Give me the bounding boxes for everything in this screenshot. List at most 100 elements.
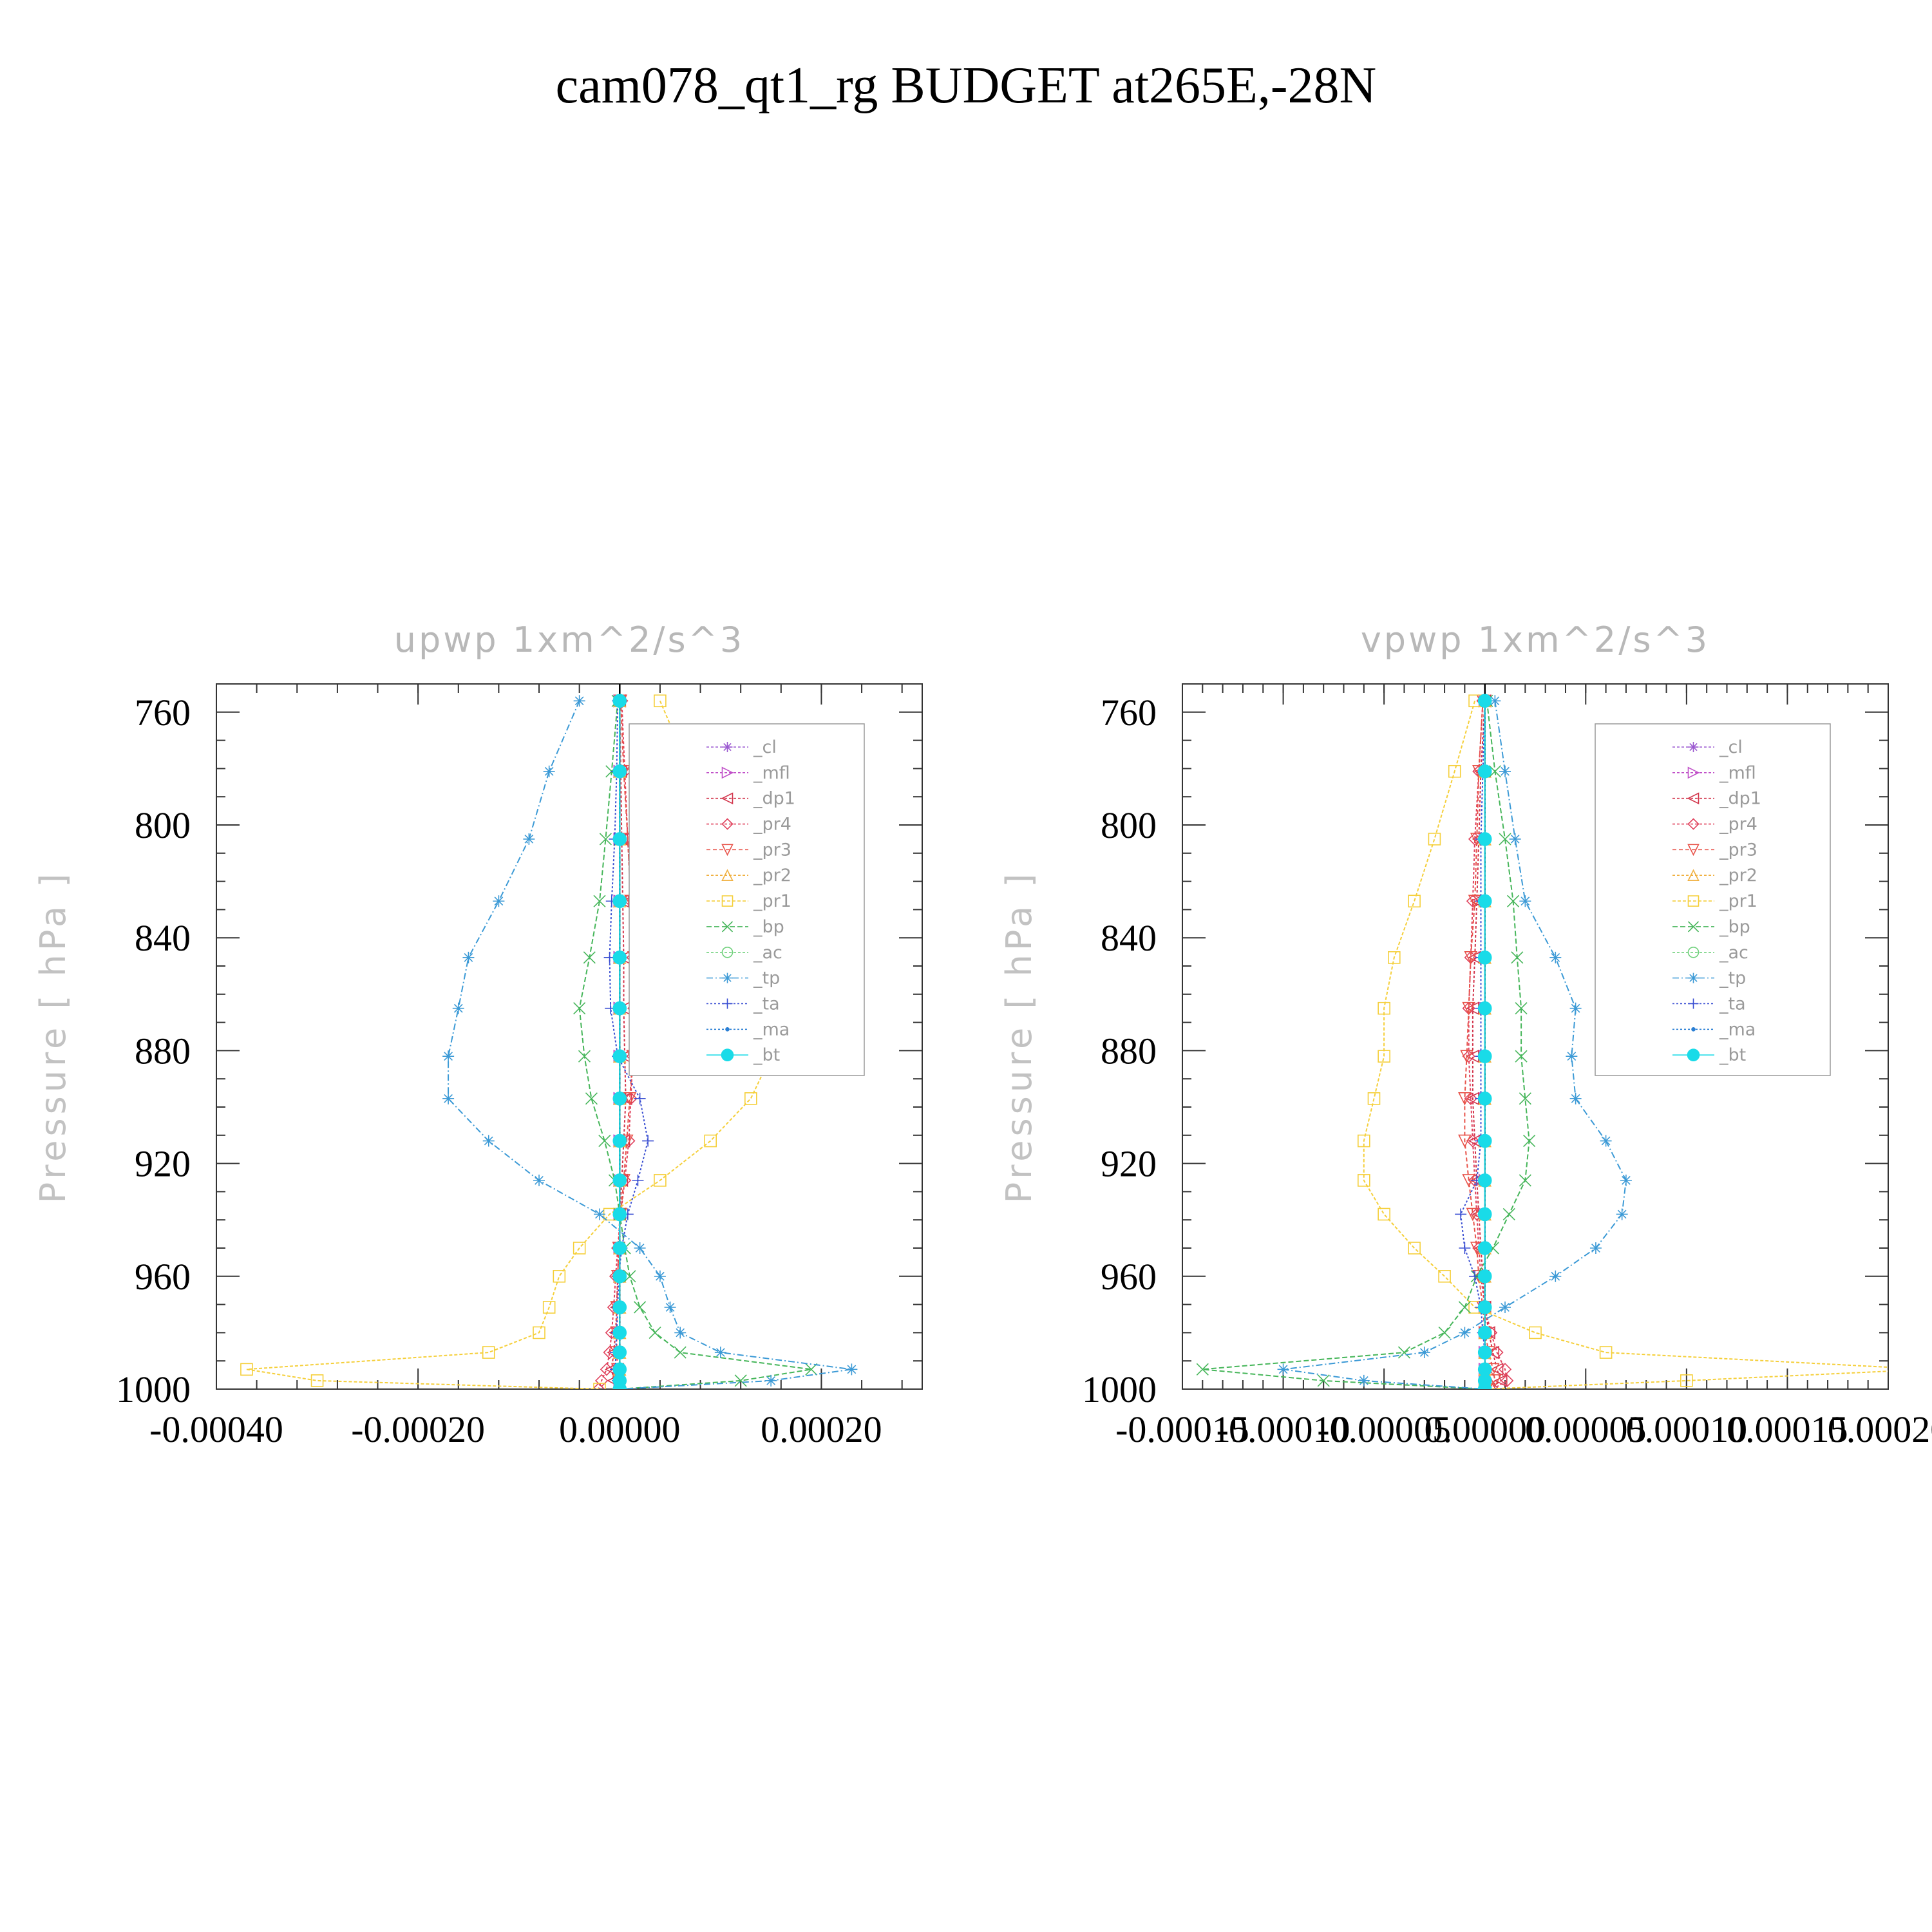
legend-label_pr4: _pr4 <box>753 815 791 835</box>
y-tick-label: 800 <box>1101 804 1157 846</box>
data-point_pr1 <box>240 1363 253 1376</box>
data-point_bp <box>1488 765 1501 778</box>
y-tick-label: 1000 <box>116 1368 191 1410</box>
x-tick-label: -0.00040 <box>149 1408 283 1450</box>
data-point_pr3 <box>1466 1208 1480 1222</box>
data-point_pr1 <box>1438 1270 1451 1283</box>
data-point_bt <box>1477 951 1492 965</box>
data-point_tp <box>1277 1363 1289 1376</box>
data-point_pr1 <box>1680 1374 1693 1387</box>
data-point_pr1 <box>1367 1092 1381 1105</box>
data-point_bp <box>1502 1208 1515 1221</box>
data-point_tp <box>1459 1327 1471 1339</box>
legend-marker_mfl <box>721 766 734 779</box>
x-tick-label: 0.00020 <box>761 1408 882 1450</box>
data-point_pr1 <box>1599 1346 1613 1359</box>
legend-label_ta: _ta <box>1719 994 1746 1014</box>
legend-label_ac: _ac <box>753 943 782 963</box>
legend-marker_ac <box>1687 946 1700 958</box>
data-point_bp <box>734 1374 747 1387</box>
data-point_tp <box>462 951 475 963</box>
data-point_pr4 <box>592 1382 605 1389</box>
legend-marker_ac <box>721 946 734 958</box>
data-point_pr1 <box>573 1242 586 1255</box>
data-point_pr1 <box>1408 1242 1421 1255</box>
legend-marker_pr2 <box>1687 869 1700 882</box>
data-point_pr1 <box>1408 895 1421 908</box>
data-point_pr1 <box>482 1346 495 1359</box>
legend-marker_bp <box>721 921 734 933</box>
data-point_bp <box>1438 1326 1451 1339</box>
data-point_bt <box>1477 1001 1492 1016</box>
legend-label_bp: _bp <box>753 917 784 937</box>
data-point_bp <box>583 951 596 964</box>
data-point_bp <box>1511 951 1524 964</box>
data-point_bt <box>1477 694 1492 708</box>
data-point_tp <box>1566 1050 1578 1063</box>
x-tick-label: 0.00020 <box>1828 1408 1932 1450</box>
data-point_bp <box>1196 1363 1209 1376</box>
legend-marker_mfl <box>1687 766 1700 779</box>
legend-label_dp1: _dp1 <box>1719 789 1761 809</box>
data-point_bp <box>623 1270 636 1283</box>
data-point_tp <box>442 1092 455 1104</box>
legend-marker_bt <box>1687 1048 1700 1061</box>
data-point_bt <box>612 1049 627 1063</box>
y-axis-label: Pressure [ hPa ] <box>999 870 1039 1204</box>
data-point_pr3 <box>623 1092 637 1106</box>
data-point_pr3 <box>1458 1092 1472 1106</box>
data-point_pr4 <box>1498 1363 1512 1376</box>
data-point_pr4 <box>1466 895 1480 908</box>
data-point_bt <box>1477 1049 1492 1063</box>
chart-panel-2: vpwp 1xm^2/s^3 Pressure [ hPa ] 760 800 840 8… <box>999 620 1932 1450</box>
y-tick-label: 960 <box>135 1256 191 1298</box>
legend-label_pr3: _pr3 <box>753 840 791 860</box>
legend-marker_pr1 <box>721 895 734 907</box>
data-point_bt <box>612 1269 627 1283</box>
data-point_tp <box>1499 765 1511 777</box>
data-point_bt <box>612 1241 627 1255</box>
panel-title: upwp 1xm^2/s^3 <box>394 620 745 660</box>
data-point_ta <box>632 1174 644 1186</box>
data-point_pr1 <box>533 1326 545 1340</box>
data-point_bp <box>649 1326 661 1339</box>
data-point_bp <box>1519 1174 1531 1187</box>
legend-label_tp: _tp <box>1719 969 1746 989</box>
data-point_bt <box>612 1173 627 1188</box>
data-point_pr1 <box>1388 951 1401 964</box>
data-point_tp <box>1509 833 1521 845</box>
data-point_tp <box>765 1374 777 1387</box>
data-point_bt <box>1477 1325 1492 1340</box>
data-point_bt <box>612 1207 627 1222</box>
legend-marker_pr1 <box>1687 895 1700 907</box>
legend-label_bp: _bp <box>1719 917 1750 937</box>
data-point_pr1 <box>1358 1134 1370 1148</box>
data-point_tp <box>543 765 555 777</box>
x-tick-label: 0.00010 <box>1626 1408 1748 1450</box>
data-point_tp <box>1358 1374 1370 1387</box>
data-point_pr1 <box>1923 1363 1932 1375</box>
legend-marker_tp <box>722 972 733 983</box>
y-tick-label: 800 <box>135 804 191 846</box>
legend-marker_ma <box>725 1027 730 1032</box>
data-point_bt <box>1477 1300 1492 1314</box>
data-point_bp <box>1515 1002 1528 1015</box>
data-point_bp <box>599 833 612 846</box>
legend-marker_cl <box>722 742 733 752</box>
data-point_tp <box>1418 1347 1430 1359</box>
data-point_pr1 <box>654 694 667 708</box>
legend-label_dp1: _dp1 <box>753 789 795 809</box>
series-line_dp1 <box>1472 701 1502 1389</box>
legend-label_pr2: _pr2 <box>1719 866 1757 886</box>
data-point_bp <box>578 1050 591 1063</box>
data-point_bp <box>1523 1134 1536 1148</box>
x-tick-label: 0.00005 <box>1525 1408 1647 1450</box>
data-point_bt <box>1477 1173 1492 1188</box>
legend-marker_pr3 <box>1687 844 1700 857</box>
data-point_bt <box>612 832 627 846</box>
series-group <box>1196 694 1932 1389</box>
data-point_pr1 <box>1428 833 1441 846</box>
data-point_pr1 <box>744 1092 757 1105</box>
data-point_pr1 <box>542 1301 556 1314</box>
